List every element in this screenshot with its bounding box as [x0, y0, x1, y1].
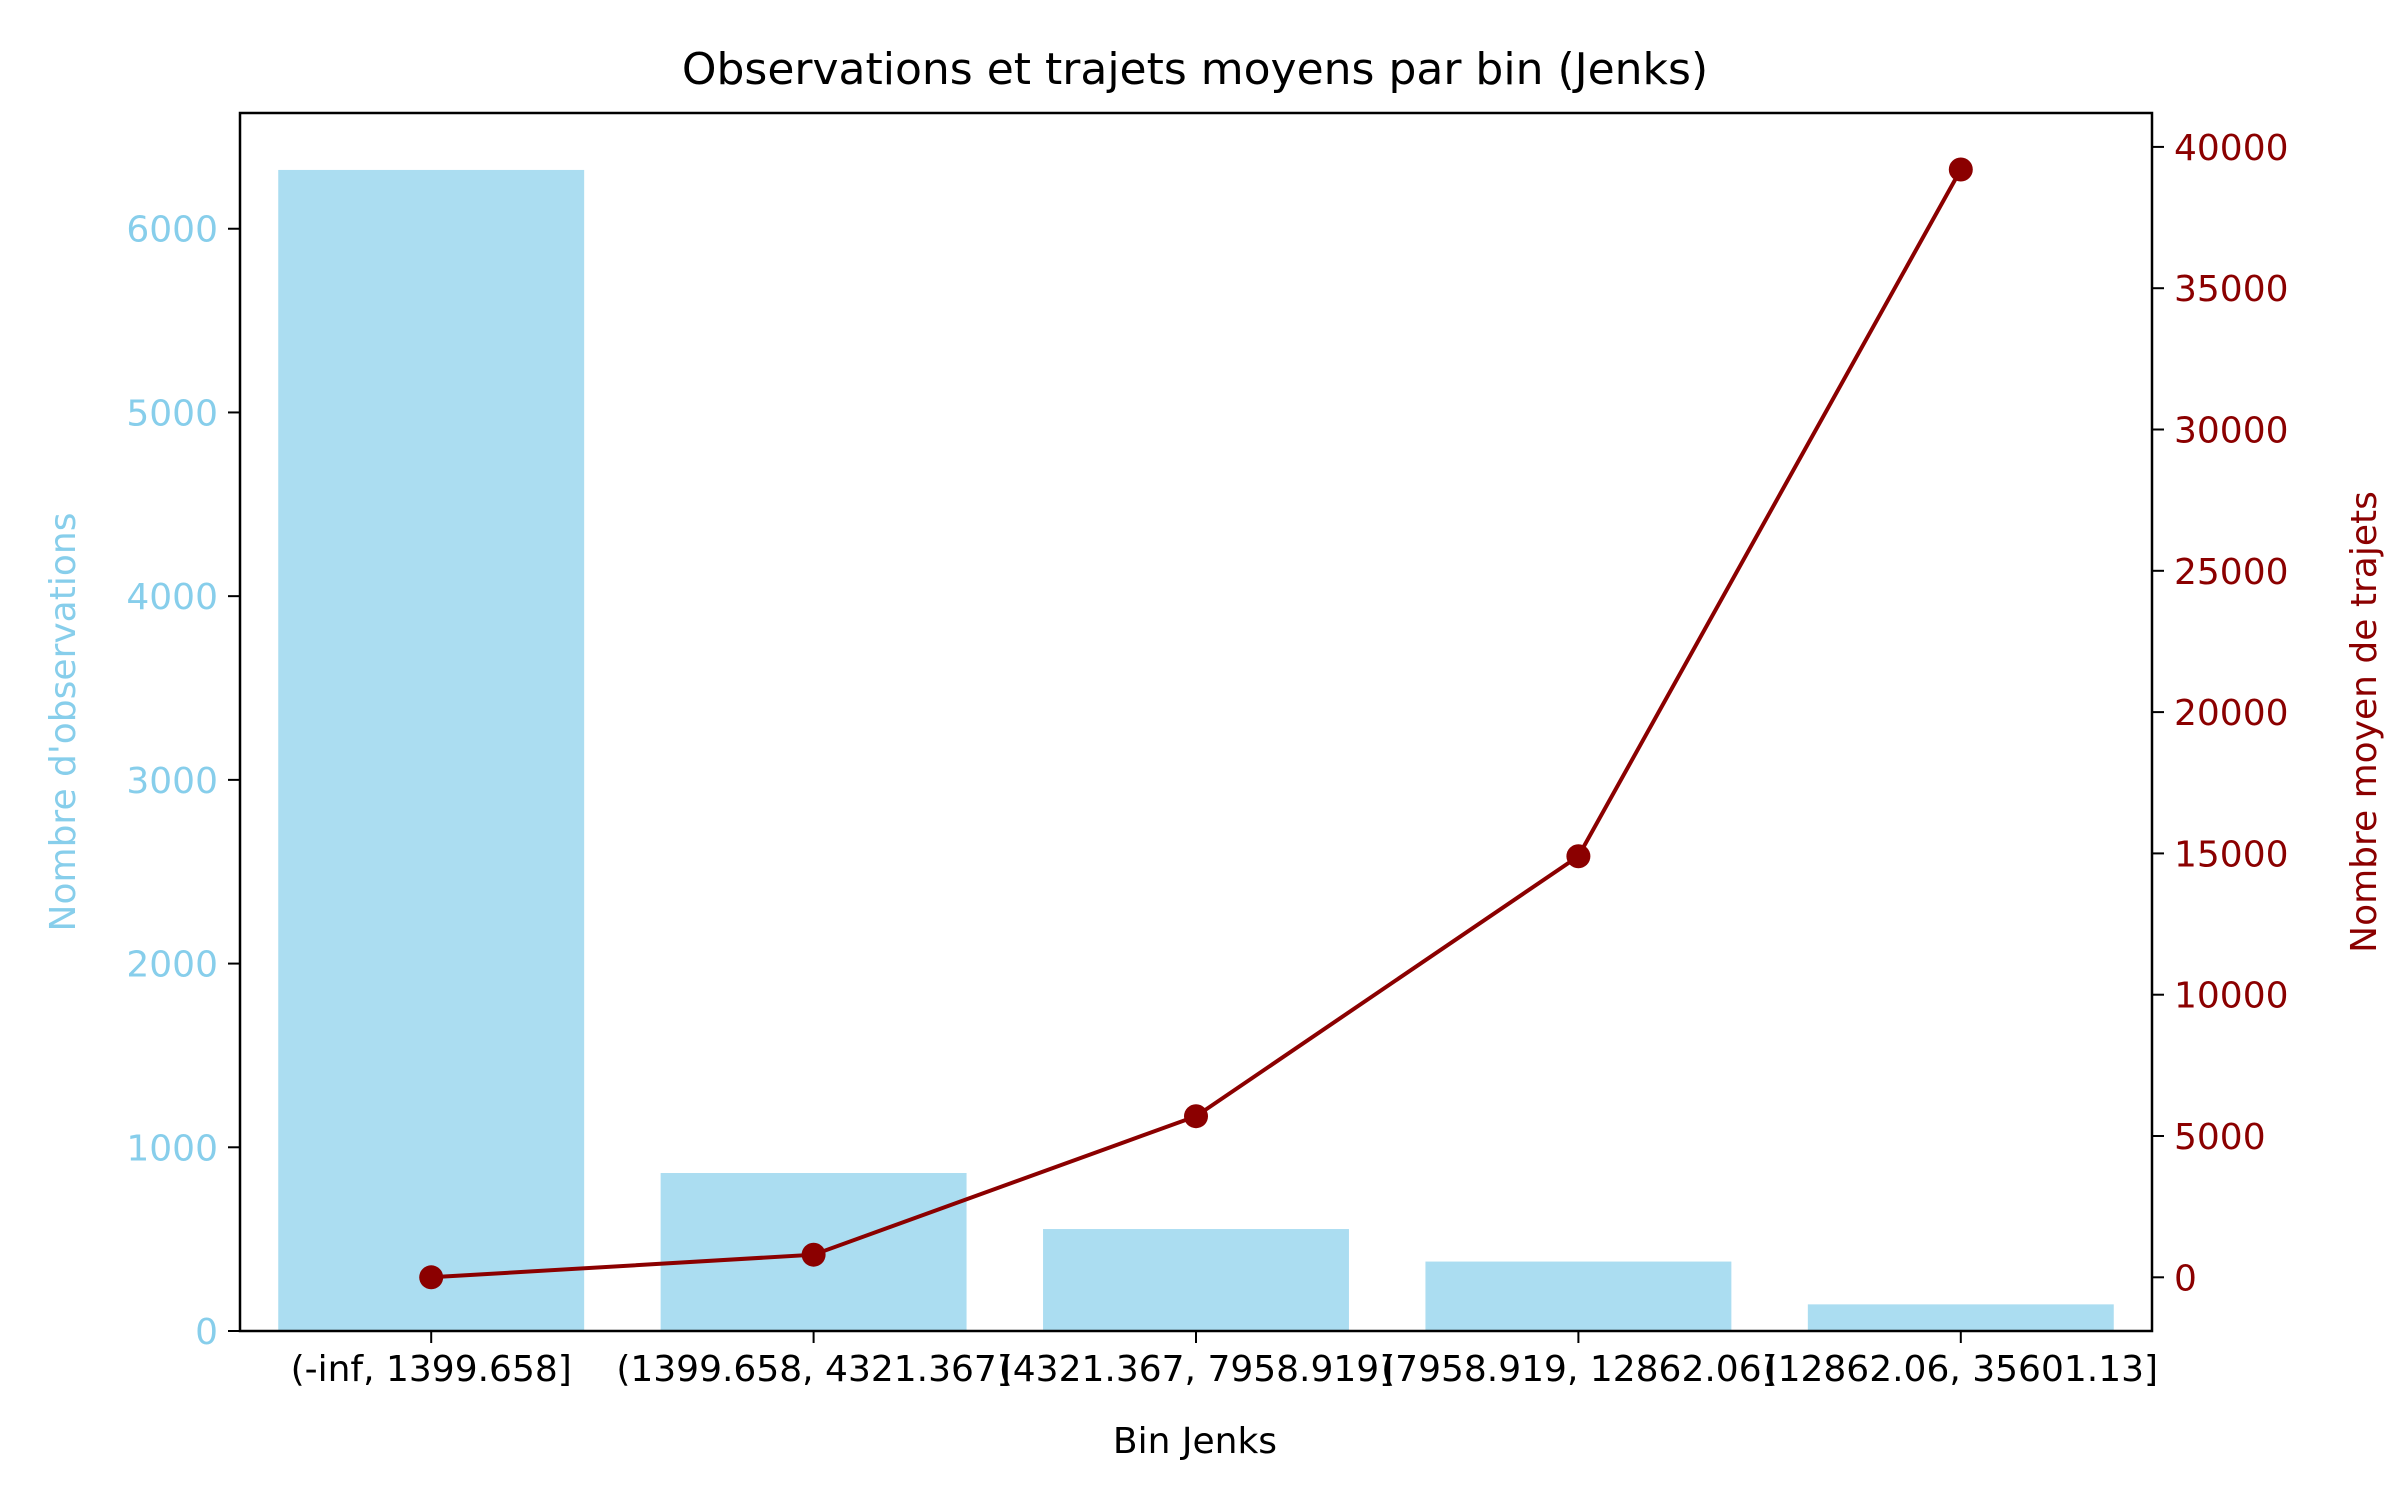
line-point-2	[801, 1242, 826, 1267]
x-tick-label-2: (1399.658, 4321.367]	[616, 1349, 1011, 1390]
y-left-tick-label-6: 5000	[126, 393, 218, 434]
bar-1	[278, 169, 585, 1332]
y-left-tick-label-1: 0	[195, 1312, 218, 1353]
y-right-tick-label-2: 5000	[2174, 1117, 2266, 1158]
y-axis-right: 0 5000 10000 15000 20000 25000 30000 35000 40000	[2152, 128, 2289, 1299]
bar-4	[1425, 1261, 1732, 1331]
y-axis-right-label: Nombre moyen de trajets	[2344, 491, 2385, 953]
x-tick-label-3: (4321.367, 7958.919]	[999, 1349, 1394, 1390]
y-axis-left: 0 1000 2000 3000 4000 5000 6000	[126, 210, 240, 1353]
y-right-tick-label-9: 40000	[2174, 128, 2289, 169]
chart-title: Observations et trajets moyens par bin (…	[682, 44, 1708, 95]
x-tick-label-1: (-inf, 1399.658]	[291, 1349, 572, 1390]
line-point-4	[1566, 844, 1591, 869]
y-left-tick-label-3: 2000	[126, 945, 218, 986]
y-left-tick-label-5: 4000	[126, 577, 218, 618]
y-right-tick-label-6: 25000	[2174, 552, 2289, 593]
y-left-tick-label-4: 3000	[126, 761, 218, 802]
x-tick-label-4: (7958.919, 12862.06]	[1381, 1349, 1776, 1390]
line-point-1	[419, 1265, 444, 1290]
line-point-3	[1184, 1104, 1208, 1129]
y-left-tick-label-2: 1000	[126, 1128, 218, 1169]
y-right-tick-label-7: 30000	[2174, 411, 2289, 452]
y-left-tick-label-7: 6000	[126, 210, 218, 251]
y-axis-left-label: Nombre d'observations	[43, 513, 84, 932]
y-right-tick-label-5: 20000	[2174, 693, 2289, 734]
bar-series	[278, 169, 2114, 1332]
bar-3	[1043, 1229, 1349, 1331]
y-right-tick-label-8: 35000	[2174, 269, 2289, 310]
y-right-tick-label-3: 10000	[2174, 976, 2289, 1017]
line-series	[419, 157, 1973, 1290]
x-axis: (-inf, 1399.658] (1399.658, 4321.367](432…	[291, 1331, 2158, 1390]
y-right-tick-label-1: 0	[2174, 1258, 2197, 1299]
y-right-tick-label-4: 15000	[2174, 834, 2289, 875]
bar-5	[1807, 1304, 2114, 1331]
x-tick-label-5: (12862.06, 35601.13]	[1764, 1349, 2159, 1390]
line-point-5	[1948, 157, 1973, 182]
x-axis-label: Bin Jenks	[1113, 1421, 1277, 1462]
